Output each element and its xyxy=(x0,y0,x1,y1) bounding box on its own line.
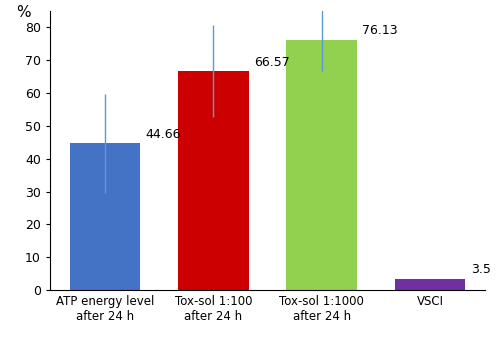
Y-axis label: %: % xyxy=(16,5,31,20)
Bar xyxy=(395,279,465,290)
Bar xyxy=(70,143,140,290)
Bar xyxy=(178,71,248,290)
Text: 44.66: 44.66 xyxy=(146,128,181,141)
Bar xyxy=(286,40,357,290)
Text: 76.13: 76.13 xyxy=(362,24,398,37)
Text: 66.57: 66.57 xyxy=(254,56,290,69)
Text: 3.5: 3.5 xyxy=(470,263,490,276)
